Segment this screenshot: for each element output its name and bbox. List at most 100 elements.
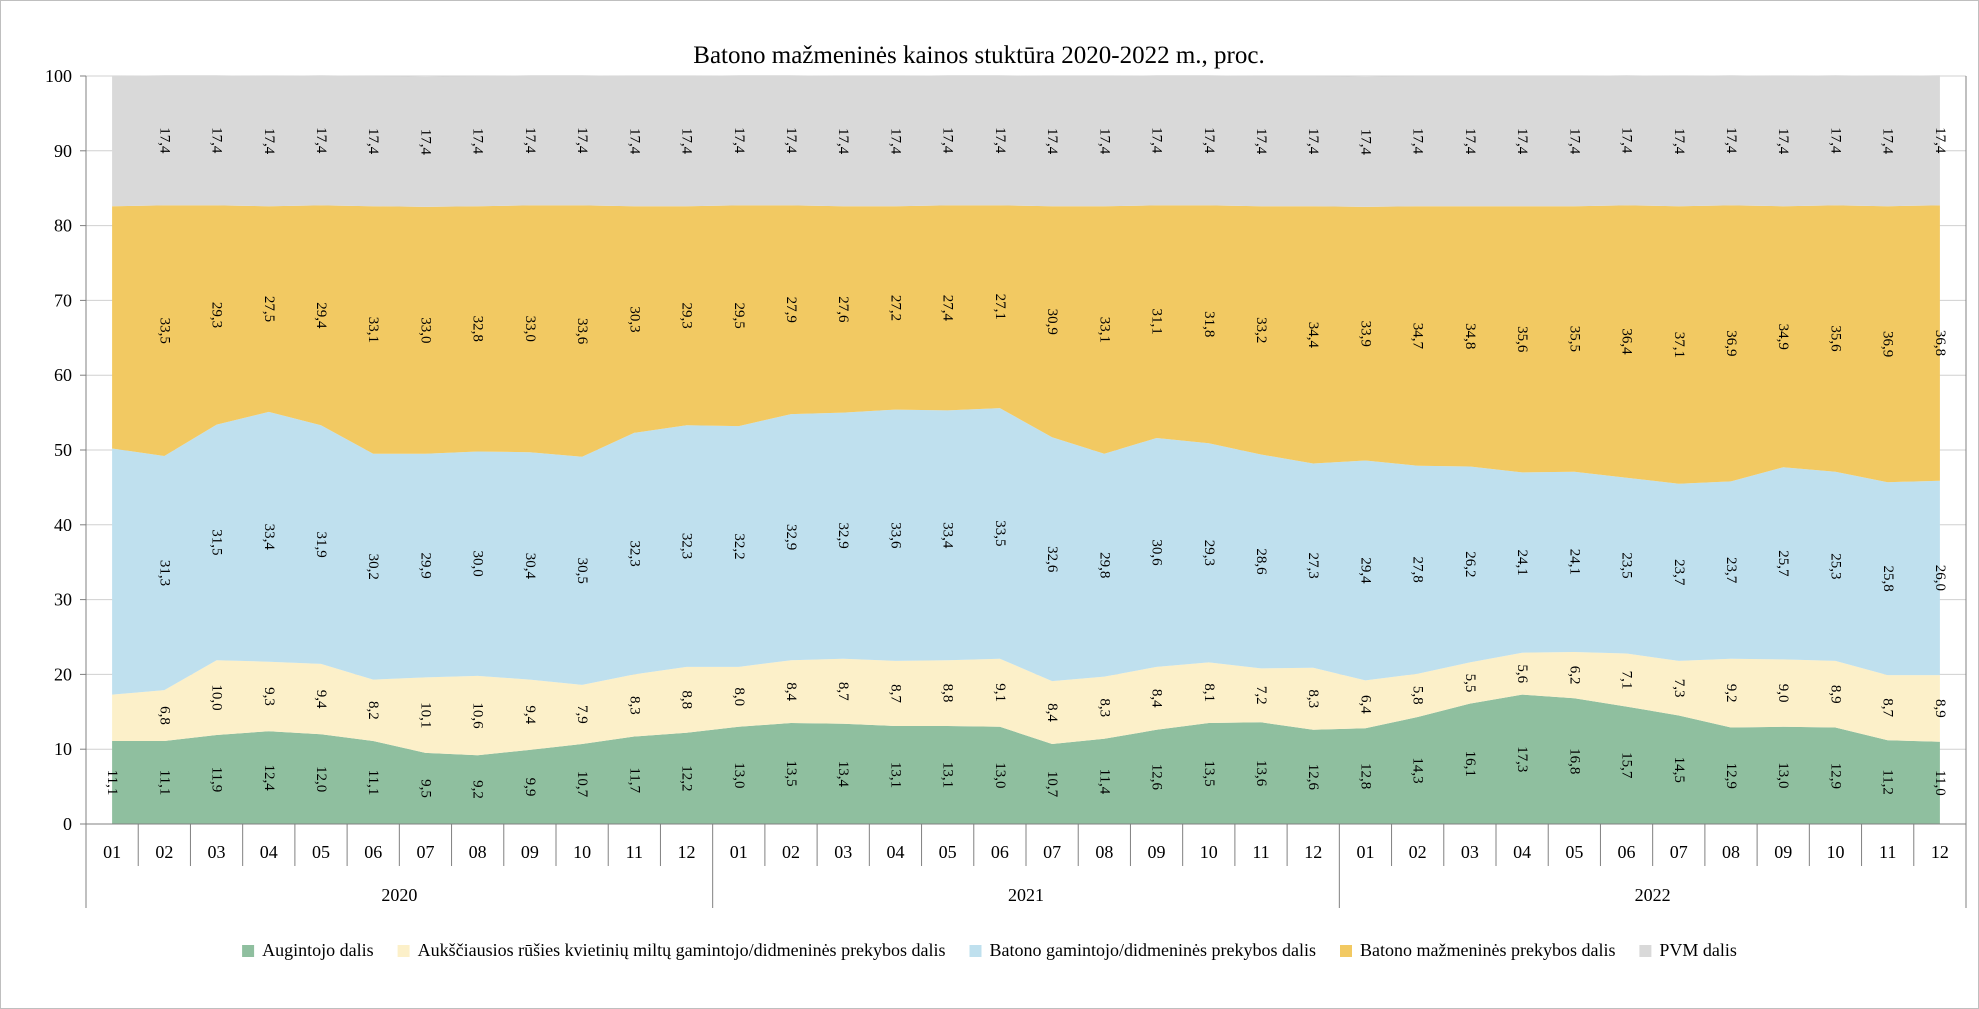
data-label: 9,5	[417, 779, 433, 798]
data-label: 11,1	[365, 770, 381, 796]
x-tick-label-month: 09	[1774, 842, 1792, 862]
x-tick-label-month: 07	[1043, 842, 1061, 862]
x-tick-label-month: 11	[1879, 842, 1896, 862]
data-label: 8,3	[1096, 698, 1112, 717]
x-tick-label-month: 10	[1200, 842, 1218, 862]
data-label: 17,4	[417, 129, 433, 156]
data-label: 34,9	[1775, 324, 1791, 350]
data-label: 12,6	[1305, 764, 1321, 791]
x-tick-label-month: 08	[469, 842, 487, 862]
data-label: 26,2	[1462, 551, 1478, 577]
data-label: 23,7	[1671, 559, 1687, 586]
data-label: 30,6	[1149, 539, 1165, 566]
data-label: 17,4	[156, 127, 172, 154]
data-label: 11,2	[1880, 769, 1896, 795]
x-tick-label-month: 12	[678, 842, 696, 862]
data-label: 32,9	[783, 524, 799, 550]
y-tick-label: 40	[54, 515, 72, 535]
data-label: 11,1	[156, 770, 172, 796]
data-label: 11,1	[104, 770, 120, 796]
chart-title: Batono mažmeninės kainos stuktūra 2020-2…	[693, 42, 1264, 69]
data-label: 27,5	[261, 296, 277, 322]
data-label: 8,4	[1149, 689, 1165, 708]
data-label: 34,8	[1462, 323, 1478, 349]
data-label: 11,9	[209, 767, 225, 793]
data-label: 17,4	[1253, 128, 1269, 155]
data-label: 35,6	[1827, 325, 1843, 352]
legend-item-3: Batono gamintojo/didmeninės prekybos dal…	[969, 940, 1316, 960]
data-label: 17,4	[209, 127, 225, 154]
data-label: 17,4	[313, 127, 329, 154]
data-label: 17,4	[1201, 127, 1217, 154]
data-label: 17,4	[574, 127, 590, 154]
data-label: 30,9	[1044, 309, 1060, 335]
data-label: 33,9	[1357, 321, 1373, 347]
data-label: 10,1	[417, 702, 433, 728]
area-series-4	[112, 205, 1940, 484]
x-tick-label-year: 2020	[381, 885, 417, 905]
data-label: 17,4	[626, 128, 642, 155]
data-label: 33,1	[1096, 317, 1112, 343]
data-label: 33,1	[365, 317, 381, 343]
data-label: 8,4	[1044, 703, 1060, 722]
data-label: 8,0	[731, 687, 747, 706]
data-label: 37,1	[1671, 332, 1687, 358]
data-label: 9,0	[1775, 684, 1791, 703]
legend-item-4: Batono mažmeninės prekybos dalis	[1340, 940, 1615, 960]
x-tick-label-month: 04	[886, 842, 904, 862]
data-label: 14,5	[1671, 757, 1687, 783]
data-label: 32,3	[626, 541, 642, 567]
data-label: 6,2	[1566, 666, 1582, 685]
data-label: 31,8	[1201, 311, 1217, 337]
data-label: 16,8	[1566, 748, 1582, 774]
data-label: 12,9	[1827, 763, 1843, 789]
data-labels: 11,1 11,1 11,9 12,4 12,0 11,1 9,5 9,2 9,9 10,7 11,…	[104, 127, 1948, 799]
x-tick-label-month: 12	[1304, 842, 1322, 862]
data-label: 7,9	[574, 705, 590, 724]
x-tick-label-month: 03	[834, 842, 852, 862]
legend-label: Aukščiausios rūšies kvietinių miltų gami…	[418, 940, 946, 960]
x-tick-label-month: 12	[1931, 842, 1949, 862]
data-label: 27,6	[835, 296, 851, 323]
data-label: 13,1	[887, 762, 903, 788]
data-label: 9,1	[992, 683, 1008, 702]
data-label: 17,4	[679, 128, 695, 155]
data-label: 16,1	[1462, 751, 1478, 777]
data-label: 8,4	[783, 682, 799, 701]
data-label: 10,6	[470, 702, 486, 729]
y-tick-label: 50	[54, 440, 72, 460]
data-label: 13,4	[835, 761, 851, 788]
x-tick-label-month: 05	[1565, 842, 1583, 862]
data-label: 9,4	[313, 690, 329, 709]
data-label: 6,8	[156, 706, 172, 725]
series-areas	[112, 75, 1940, 824]
data-label: 17,4	[1880, 128, 1896, 155]
x-tick-label-month: 05	[312, 842, 330, 862]
y-tick-label: 20	[54, 664, 72, 684]
data-label: 25,8	[1880, 566, 1896, 592]
legend-label: PVM dalis	[1659, 940, 1737, 960]
data-label: 12,0	[313, 766, 329, 792]
legend-label: Batono mažmeninės prekybos dalis	[1360, 940, 1615, 960]
x-tick-label-month: 02	[782, 842, 800, 862]
x-tick-label-month: 06	[991, 842, 1009, 862]
y-tick-label: 70	[54, 290, 72, 310]
data-label: 32,3	[679, 533, 695, 559]
legend-swatch	[242, 945, 255, 957]
data-label: 8,8	[940, 684, 956, 703]
legend: Augintojo dalis Aukščiausios rūšies kviet…	[242, 940, 1737, 960]
data-label: 36,4	[1619, 328, 1635, 355]
data-label: 29,4	[313, 302, 329, 329]
x-tick-label-month: 03	[1461, 842, 1479, 862]
data-label: 17,4	[1827, 127, 1843, 154]
legend-item-1: Augintojo dalis	[242, 940, 374, 960]
data-label: 17,4	[365, 128, 381, 155]
data-label: 7,2	[1253, 686, 1269, 705]
data-label: 12,6	[1149, 764, 1165, 791]
y-tick-label: 30	[54, 590, 72, 610]
data-label: 13,1	[940, 762, 956, 788]
data-label: 29,4	[1357, 557, 1373, 584]
data-label: 17,4	[1932, 127, 1948, 154]
x-tick-label-month: 02	[155, 842, 173, 862]
